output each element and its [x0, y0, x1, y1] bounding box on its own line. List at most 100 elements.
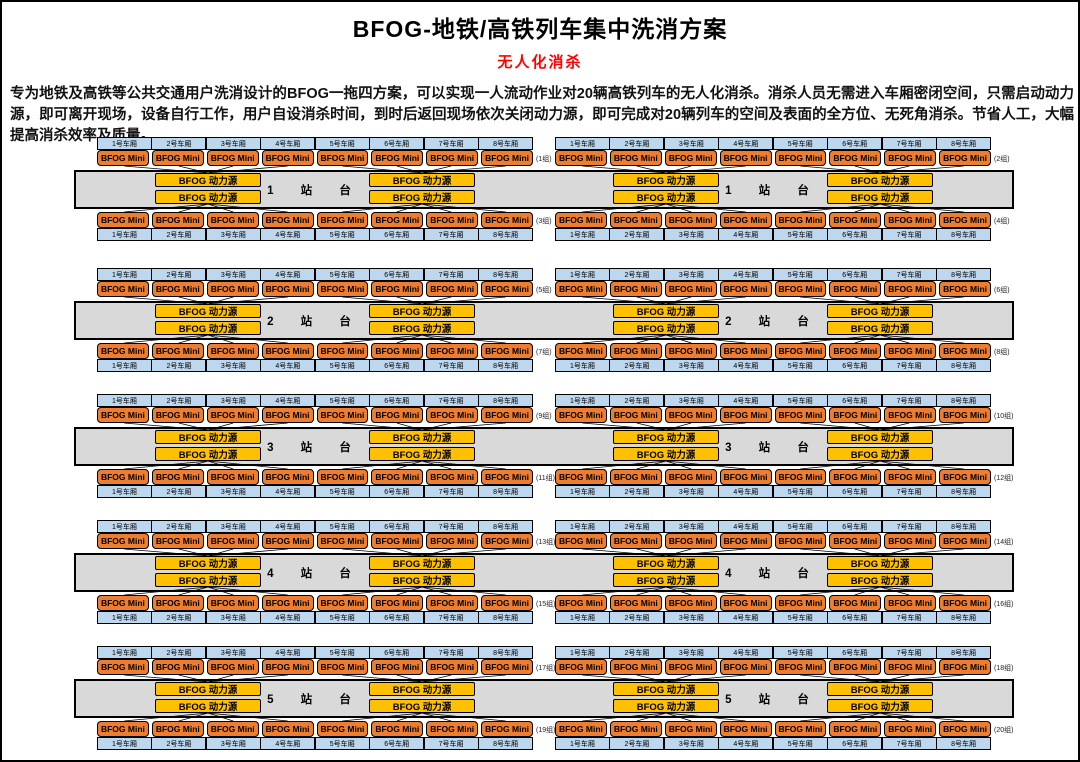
- bfog-mini-unit: BFOG Mini: [371, 659, 424, 675]
- bfog-mini-unit: BFOG Mini: [481, 533, 533, 549]
- train-car-cell: 4号车厢: [261, 521, 315, 532]
- bfog-mini-unit: BFOG Mini: [371, 721, 424, 737]
- bfog-mini-unit: BFOG Mini: [664, 721, 717, 737]
- group-count-label: (4组): [994, 218, 1010, 225]
- train-car-cell: 1号车厢: [556, 521, 609, 532]
- train-car-cell: 5号车厢: [773, 738, 827, 749]
- train-car-cell: 1号车厢: [556, 486, 609, 497]
- train-car-cell: 2号车厢: [610, 360, 664, 371]
- train-car-cell: 7号车厢: [424, 229, 478, 240]
- train-car-cell: 2号车厢: [152, 612, 206, 623]
- train-car-cell: 1号车厢: [98, 521, 151, 532]
- bfog-mini-unit: BFOG Mini: [664, 212, 717, 228]
- bfog-mini-unit: BFOG Mini: [261, 407, 314, 423]
- bfog-mini-unit: BFOG Mini: [774, 343, 827, 359]
- train-car-strip: 1号车厢 2号车厢 3号车厢 4号车厢 5号车厢 6号车厢 7号车厢 8号车厢: [555, 646, 991, 659]
- train-car-cell: 4号车厢: [719, 738, 773, 749]
- bfog-mini-unit: BFOG Mini: [206, 533, 259, 549]
- train-car-cell: 3号车厢: [664, 229, 718, 240]
- train-car-cell: 6号车厢: [370, 269, 424, 280]
- train-car-cell: 8号车厢: [479, 229, 532, 240]
- bfog-mini-unit: BFOG Mini: [664, 343, 717, 359]
- train-car-strip: 1号车厢 2号车厢 3号车厢 4号车厢 5号车厢 6号车厢 7号车厢 8号车厢: [555, 520, 991, 533]
- power-source-unit: BFOG 动力源: [155, 190, 261, 204]
- train-car-cell: 1号车厢: [556, 647, 609, 658]
- train-car-cell: 8号车厢: [479, 138, 532, 149]
- power-source-unit: BFOG 动力源: [155, 321, 261, 335]
- bfog-mini-unit: BFOG Mini: [97, 407, 149, 423]
- platform-number-label: 1 站 台: [267, 185, 357, 197]
- bfog-mini-strip: BFOG Mini BFOG Mini BFOG Mini BFOG Mini BFOG…: [97, 343, 533, 359]
- train-car-cell: 5号车厢: [315, 486, 369, 497]
- power-source-unit: BFOG 动力源: [369, 321, 475, 335]
- train-car-cell: 7号车厢: [882, 395, 936, 406]
- train-car-cell: 5号车厢: [315, 229, 369, 240]
- train-car-cell: 1号车厢: [98, 647, 151, 658]
- train-car-cell: 7号车厢: [882, 269, 936, 280]
- bfog-mini-unit: BFOG Mini: [939, 150, 991, 166]
- bfog-mini-unit: BFOG Mini: [829, 721, 882, 737]
- bfog-mini-unit: BFOG Mini: [97, 595, 149, 611]
- bfog-mini-unit: BFOG Mini: [97, 343, 149, 359]
- bfog-mini-unit: BFOG Mini: [481, 659, 533, 675]
- bfog-mini-unit: BFOG Mini: [774, 595, 827, 611]
- train-car-cell: 6号车厢: [370, 395, 424, 406]
- train-car-strip: 1号车厢 2号车厢 3号车厢 4号车厢 5号车厢 6号车厢 7号车厢 8号车厢: [555, 228, 991, 241]
- train-car-cell: 6号车厢: [370, 229, 424, 240]
- train-car-cell: 7号车厢: [424, 486, 478, 497]
- train-car-cell: 6号车厢: [828, 395, 882, 406]
- group-count-label: (16组): [994, 601, 1014, 608]
- bfog-mini-unit: BFOG Mini: [261, 281, 314, 297]
- bfog-mini-unit: BFOG Mini: [609, 150, 662, 166]
- train-car-cell: 2号车厢: [152, 521, 206, 532]
- bfog-mini-strip: BFOG Mini BFOG Mini BFOG Mini BFOG Mini BFOG…: [555, 659, 991, 675]
- group-count-label: (13组): [536, 539, 556, 546]
- train-car-cell: 6号车厢: [828, 138, 882, 149]
- train-car-cell: 5号车厢: [773, 229, 827, 240]
- train-car-cell: 7号车厢: [424, 521, 478, 532]
- bfog-mini-unit: BFOG Mini: [316, 281, 369, 297]
- bfog-mini-unit: BFOG Mini: [829, 659, 882, 675]
- bfog-mini-unit: BFOG Mini: [884, 659, 937, 675]
- train-car-cell: 6号车厢: [370, 738, 424, 749]
- train-car-cell: 1号车厢: [556, 395, 609, 406]
- group-count-label: (2组): [994, 156, 1010, 163]
- bfog-mini-unit: BFOG Mini: [555, 281, 607, 297]
- bfog-mini-unit: BFOG Mini: [371, 150, 424, 166]
- train-car-cell: 6号车厢: [370, 486, 424, 497]
- bfog-mini-unit: BFOG Mini: [774, 150, 827, 166]
- bfog-mini-unit: BFOG Mini: [609, 343, 662, 359]
- train-car-strip: 1号车厢 2号车厢 3号车厢 4号车厢 5号车厢 6号车厢 7号车厢 8号车厢: [97, 394, 533, 407]
- train-car-cell: 5号车厢: [315, 521, 369, 532]
- power-source-unit: BFOG 动力源: [369, 573, 475, 587]
- bfog-mini-unit: BFOG Mini: [664, 469, 717, 485]
- bfog-mini-unit: BFOG Mini: [829, 533, 882, 549]
- bfog-mini-unit: BFOG Mini: [97, 150, 149, 166]
- power-source-unit: BFOG 动力源: [613, 556, 719, 570]
- bfog-mini-unit: BFOG Mini: [151, 407, 204, 423]
- bfog-mini-unit: BFOG Mini: [884, 343, 937, 359]
- power-source-unit: BFOG 动力源: [155, 573, 261, 587]
- bfog-mini-unit: BFOG Mini: [316, 407, 369, 423]
- bfog-mini-unit: BFOG Mini: [939, 281, 991, 297]
- bfog-mini-strip: BFOG Mini BFOG Mini BFOG Mini BFOG Mini BFOG…: [97, 281, 533, 297]
- bfog-mini-unit: BFOG Mini: [316, 469, 369, 485]
- bfog-mini-unit: BFOG Mini: [481, 212, 533, 228]
- bfog-mini-unit: BFOG Mini: [719, 469, 772, 485]
- train-car-strip: 1号车厢 2号车厢 3号车厢 4号车厢 5号车厢 6号车厢 7号车厢 8号车厢: [555, 611, 991, 624]
- bfog-mini-unit: BFOG Mini: [609, 212, 662, 228]
- power-source-unit: BFOG 动力源: [827, 699, 933, 713]
- train-car-cell: 6号车厢: [370, 647, 424, 658]
- power-source-unit: BFOG 动力源: [369, 699, 475, 713]
- train-car-cell: 3号车厢: [664, 486, 718, 497]
- train-car-cell: 8号车厢: [479, 360, 532, 371]
- bfog-mini-unit: BFOG Mini: [206, 721, 259, 737]
- bfog-mini-unit: BFOG Mini: [151, 150, 204, 166]
- train-car-strip: 1号车厢 2号车厢 3号车厢 4号车厢 5号车厢 6号车厢 7号车厢 8号车厢: [555, 268, 991, 281]
- train-car-cell: 6号车厢: [828, 521, 882, 532]
- train-car-cell: 7号车厢: [882, 138, 936, 149]
- train-car-cell: 8号车厢: [937, 486, 990, 497]
- train-car-cell: 7号车厢: [424, 612, 478, 623]
- train-car-cell: 8号车厢: [937, 612, 990, 623]
